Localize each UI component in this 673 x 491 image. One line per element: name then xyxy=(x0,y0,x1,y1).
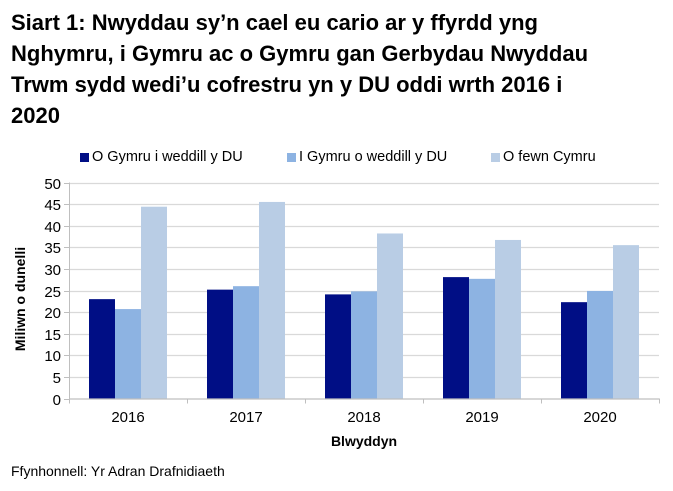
chart-title-line: 2020 xyxy=(11,103,60,128)
chart-legend: O Gymru i weddill y DU I Gymru o weddill… xyxy=(0,147,673,167)
bar xyxy=(141,206,167,399)
bar xyxy=(469,278,495,399)
y-tick-label: 0 xyxy=(53,392,61,409)
bar xyxy=(351,291,377,399)
bar xyxy=(207,289,233,399)
axes xyxy=(69,182,660,404)
bar xyxy=(377,233,403,399)
chart-title-line: Siart 1: Nwyddau sy’n cael eu cario ar y… xyxy=(11,10,538,35)
bar xyxy=(613,245,639,399)
y-tick-label: 20 xyxy=(44,305,61,322)
legend-label: I Gymru o weddill y DU xyxy=(299,149,448,165)
y-tick-label: 45 xyxy=(44,197,61,214)
x-tick-label: 2017 xyxy=(229,409,262,426)
x-axis-title: Blwyddyn xyxy=(331,433,397,449)
legend-swatch-icon xyxy=(491,152,500,162)
y-tick-label: 10 xyxy=(44,348,61,365)
legend-label: O fewn Cymru xyxy=(503,149,596,165)
bar xyxy=(233,286,259,399)
bar xyxy=(89,299,115,399)
x-tick-label: 2018 xyxy=(347,409,380,426)
x-tick-label: 2019 xyxy=(465,409,498,426)
bar xyxy=(587,290,613,399)
legend-swatch-icon xyxy=(80,152,89,162)
bar xyxy=(561,302,587,399)
y-tick-label: 15 xyxy=(44,327,61,344)
legend-item-o-gymru-i-weddill: O Gymru i weddill y DU xyxy=(80,147,243,167)
bar xyxy=(495,239,521,399)
y-tick-label: 35 xyxy=(44,240,61,257)
y-tick-label: 40 xyxy=(44,219,61,236)
chart-title-line: Trwm sydd wedi’u cofrestru yn y DU oddi … xyxy=(11,72,563,97)
x-tick-label: 2020 xyxy=(583,409,616,426)
legend-label: O Gymru i weddill y DU xyxy=(92,149,243,165)
legend-item-i-gymru-o-weddill: I Gymru o weddill y DU xyxy=(287,147,447,167)
y-tick-label: 25 xyxy=(44,284,61,301)
chart-title: Siart 1: Nwyddau sy’n cael eu cario ar y… xyxy=(11,7,661,131)
bar xyxy=(259,201,285,399)
x-axis-tick-labels: 2016 2017 2018 2019 2020 xyxy=(111,409,616,426)
bar xyxy=(115,309,141,399)
chart-title-line: Nghymru, i Gymru ac o Gymru gan Gerbydau… xyxy=(11,41,589,66)
y-axis-title: Miliwn o dunelli xyxy=(12,246,28,352)
bar xyxy=(443,277,469,399)
legend-swatch-icon xyxy=(287,152,296,162)
x-tick-label: 2016 xyxy=(111,409,144,426)
y-tick-label: 30 xyxy=(44,262,61,279)
bar xyxy=(325,294,351,399)
legend-item-o-fewn-cymru: O fewn Cymru xyxy=(491,147,596,167)
bars xyxy=(89,201,639,399)
y-tick-label: 5 xyxy=(53,370,61,387)
y-tick-label: 50 xyxy=(44,176,61,193)
source-footnote: Ffynhonnell: Yr Adran Drafnidiaeth xyxy=(11,463,225,479)
y-axis-tick-labels: 0 5 10 15 20 25 30 35 40 45 50 xyxy=(44,176,61,409)
